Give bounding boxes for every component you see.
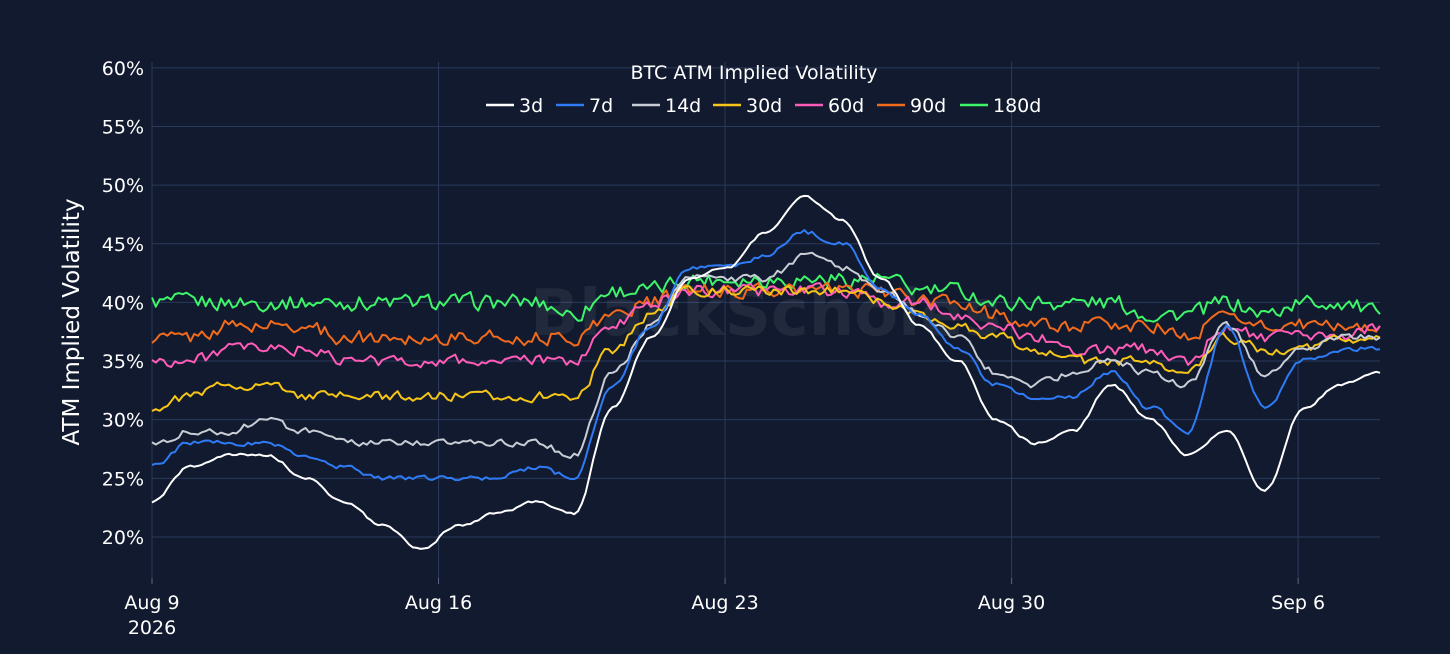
y-tick-label: 40% <box>102 292 144 314</box>
series-line-14d <box>151 251 1381 459</box>
y-tick-label: 60% <box>102 58 144 80</box>
legend-item-7d[interactable]: 7d <box>556 95 613 117</box>
legend-item-30d[interactable]: 30d <box>713 95 782 117</box>
x-tick-label: Sep 6 <box>1271 592 1325 614</box>
legend-label: 14d <box>665 95 701 117</box>
legend-label: 180d <box>993 95 1041 117</box>
series-line-60d <box>151 282 1381 369</box>
legend-label: 7d <box>589 95 613 117</box>
y-axis-label: ATM Implied Volatility <box>59 198 85 445</box>
legend-label: 90d <box>910 95 946 117</box>
legend-item-60d[interactable]: 60d <box>795 95 864 117</box>
y-tick-label: 25% <box>102 468 144 490</box>
series-line-7d <box>151 229 1381 482</box>
plot-background <box>152 62 1380 578</box>
legend-item-3d[interactable]: 3d <box>486 95 543 117</box>
y-tick-label: 50% <box>102 175 144 197</box>
y-tick-label: 30% <box>102 410 144 432</box>
legend-label: 3d <box>519 95 543 117</box>
legend-item-180d[interactable]: 180d <box>960 95 1041 117</box>
x-tick-sublabel: 2026 <box>128 617 176 639</box>
legend-label: 60d <box>828 95 864 117</box>
x-tick-label: Aug 9 <box>124 592 179 614</box>
grid <box>151 62 1380 578</box>
x-tick-label: Aug 16 <box>405 592 472 614</box>
y-tick-label: 20% <box>102 527 144 549</box>
chart-title: BTC ATM Implied Volatility <box>631 62 878 84</box>
y-tick-label: 35% <box>102 351 144 373</box>
series-line-30d <box>151 285 1381 412</box>
x-axis-ticks: Aug 9 2026 Aug 16 Aug 23 Aug 30 Sep 6 <box>124 578 1325 639</box>
x-tick-label: Aug 30 <box>978 592 1045 614</box>
legend-item-90d[interactable]: 90d <box>877 95 946 117</box>
series-lines <box>151 194 1381 550</box>
series-line-180d <box>151 272 1381 323</box>
series-line-3d <box>151 194 1381 550</box>
legend-label: 30d <box>746 95 782 117</box>
legend-item-14d[interactable]: 14d <box>632 95 701 117</box>
y-tick-label: 55% <box>102 117 144 139</box>
x-tick-label: Aug 23 <box>691 592 758 614</box>
y-axis-ticks: 20% 25% 30% 35% 40% 45% 50% 55% 60% <box>102 58 144 549</box>
y-tick-label: 45% <box>102 234 144 256</box>
legend[interactable]: 3d 7d 14d 30d 60d 90d 180d <box>486 95 1041 117</box>
